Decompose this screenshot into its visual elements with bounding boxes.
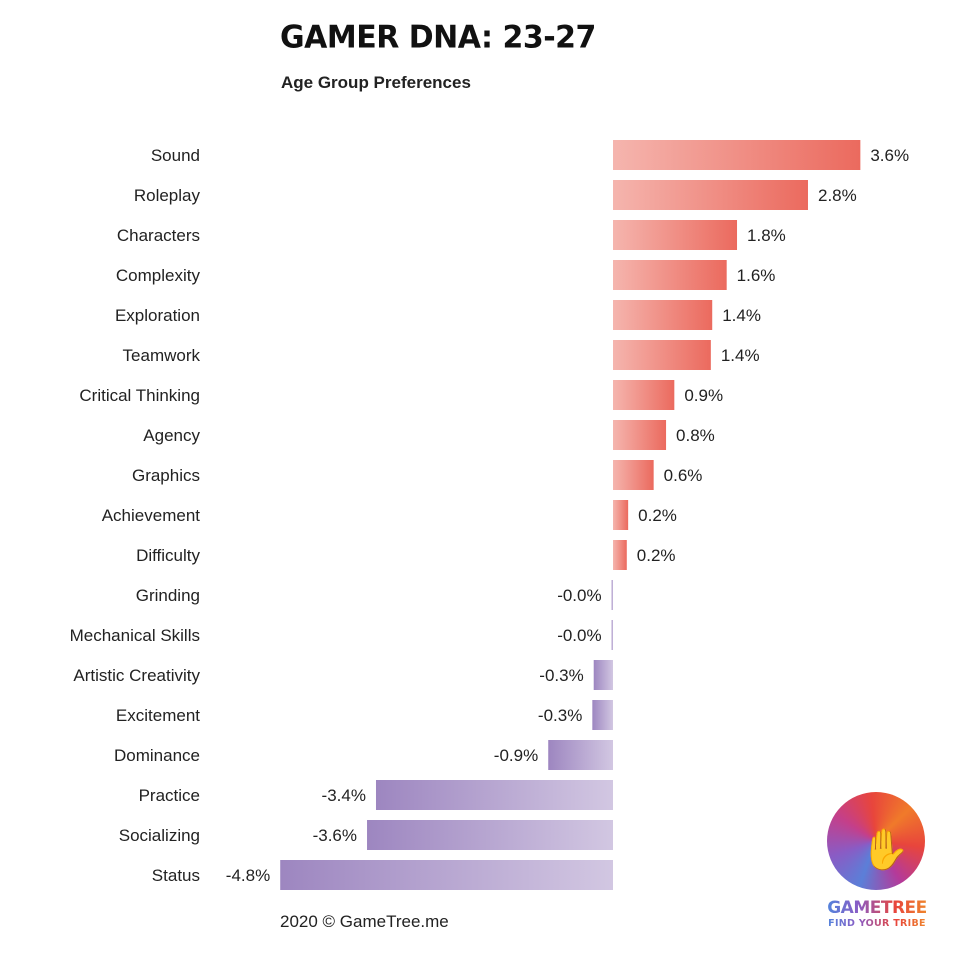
category-label: Achievement	[102, 506, 201, 525]
value-label: 1.4%	[722, 306, 761, 325]
bar	[611, 580, 613, 610]
bar	[367, 820, 613, 850]
category-label: Exploration	[115, 306, 200, 325]
value-label: -0.0%	[557, 626, 601, 645]
value-label: 0.2%	[637, 546, 676, 565]
value-label: -3.6%	[313, 826, 357, 845]
value-label: -3.4%	[322, 786, 366, 805]
category-label: Complexity	[116, 266, 201, 285]
value-label: 0.8%	[676, 426, 715, 445]
bar	[611, 620, 613, 650]
hand-tree-icon: ✋	[860, 828, 910, 872]
category-label: Status	[152, 866, 200, 885]
category-label: Graphics	[132, 466, 200, 485]
bar	[613, 140, 861, 170]
category-label: Artistic Creativity	[73, 666, 200, 685]
bar	[613, 180, 808, 210]
value-label: 1.8%	[747, 226, 786, 245]
gametree-logo: ✋ GAMETREE FIND YOUR TRIBE	[822, 790, 932, 935]
value-label: 0.6%	[664, 466, 703, 485]
bar	[613, 220, 738, 250]
logo-tagline: FIND YOUR TRIBE	[822, 918, 932, 929]
bar	[593, 660, 613, 690]
logo-name: GAMETREE	[822, 898, 932, 918]
category-label: Excitement	[116, 706, 200, 725]
value-label: -0.3%	[538, 706, 582, 725]
bar	[613, 380, 675, 410]
bar	[613, 500, 629, 530]
value-label: -0.9%	[494, 746, 538, 765]
category-label: Agency	[143, 426, 200, 445]
category-label: Practice	[139, 786, 200, 805]
bar	[375, 780, 613, 810]
category-label: Mechanical Skills	[70, 626, 200, 645]
category-label: Difficulty	[136, 546, 200, 565]
bar	[613, 420, 667, 450]
bar	[592, 700, 613, 730]
bar	[613, 460, 654, 490]
value-label: -0.0%	[557, 586, 601, 605]
category-label: Socializing	[119, 826, 200, 845]
bar	[548, 740, 613, 770]
value-label: -4.8%	[226, 866, 270, 885]
chart-subtitle: Age Group Preferences	[281, 73, 471, 92]
category-label: Sound	[151, 146, 200, 165]
value-label: 1.6%	[737, 266, 776, 285]
bars-group: Sound 3.6% Roleplay 2.8% Characters 1.8% Compl…	[70, 140, 909, 890]
category-label: Roleplay	[134, 186, 201, 205]
bar	[613, 540, 627, 570]
bar	[613, 300, 713, 330]
bar	[280, 860, 613, 890]
value-label: 3.6%	[870, 146, 909, 165]
category-label: Critical Thinking	[79, 386, 200, 405]
bar	[613, 260, 727, 290]
category-label: Grinding	[136, 586, 200, 605]
category-label: Dominance	[114, 746, 200, 765]
value-label: 0.2%	[638, 506, 677, 525]
value-label: 2.8%	[818, 186, 857, 205]
category-label: Characters	[117, 226, 200, 245]
category-label: Teamwork	[123, 346, 201, 365]
bar	[613, 340, 711, 370]
value-label: 1.4%	[721, 346, 760, 365]
logo-circle-icon	[827, 792, 925, 890]
value-label: -0.3%	[539, 666, 583, 685]
value-label: 0.9%	[684, 386, 723, 405]
chart-title: GAMER DNA: 23-27	[280, 19, 596, 56]
copyright-footer: 2020 © GameTree.me	[280, 912, 449, 931]
